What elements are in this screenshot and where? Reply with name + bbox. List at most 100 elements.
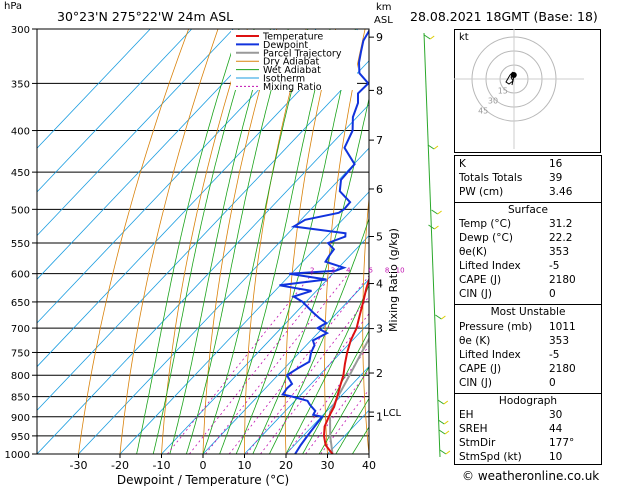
surface-row: Temp (°C) 31.2	[459, 218, 573, 230]
dry-adiabat-line	[244, 29, 307, 454]
unstable-row: Pressure (mb) 1011	[459, 321, 576, 333]
mixing-ratio-label: 4	[346, 267, 351, 275]
wet-adiabat-line	[318, 366, 369, 454]
wet-adiabat-line	[202, 29, 309, 454]
unstable-section-title: Most Unstable	[490, 306, 566, 318]
altitude-tick-label: 5	[376, 230, 383, 243]
wind-barb-tick	[433, 145, 439, 150]
isotherm-line	[78, 147, 369, 454]
parcel-trajectory-line	[328, 336, 369, 454]
mixing-ratio-line	[228, 275, 369, 454]
pressure-tick-label: 700	[11, 324, 30, 335]
copyright-footer: © weatheronline.co.uk	[462, 469, 600, 483]
wind-barb	[438, 429, 446, 435]
legend-item: Parcel Trajectory	[263, 48, 342, 59]
isotherm-line	[37, 103, 369, 454]
wet-adiabat-line	[302, 330, 369, 454]
pressure-unit-label: hPa	[4, 1, 23, 12]
temperature-tick-label: 10	[238, 459, 252, 472]
wind-barb	[423, 34, 431, 40]
temperature-tick-label: -20	[111, 459, 129, 472]
pressure-tick-label: 650	[11, 298, 30, 309]
dry-adiabat-line	[324, 29, 366, 454]
unstable-row: Lifted Index -5	[459, 349, 560, 361]
temperature-tick-label: 0	[200, 459, 207, 472]
wind-barbs	[423, 32, 451, 458]
hodograph-section-title: Hodograph	[498, 395, 558, 407]
pressure-tick-label: 550	[11, 239, 30, 250]
storm-motion-marker	[510, 72, 517, 79]
temperature-line	[322, 276, 369, 454]
mixing-ratio-line	[246, 296, 369, 454]
pressure-tick-label: 850	[11, 393, 30, 404]
pressure-tick-label: 600	[11, 270, 30, 281]
lcl-label: LCL	[383, 408, 402, 419]
unstable-row: CIN (J) 0	[459, 377, 556, 389]
wind-barb	[428, 224, 435, 230]
isotherm-line	[37, 29, 276, 280]
mixing-ratio-line	[286, 345, 369, 454]
unstable-row: CAPE (J) 2180	[459, 363, 576, 375]
wet-adiabat-line	[169, 29, 271, 454]
altitude-tick-label: 6	[376, 183, 383, 196]
skewt-chart: 3003504004505005506006507007508008509009…	[5, 25, 405, 486]
asl-unit-label: ASL	[374, 15, 393, 26]
hodograph-ring-label: 15	[498, 87, 508, 96]
pressure-tick-label: 300	[11, 25, 30, 36]
wind-barb	[435, 314, 442, 320]
wet-adiabat-line	[219, 29, 331, 454]
hodograph-row: StmSpd (kt) 10	[459, 451, 563, 463]
mixing-ratio-label: 6	[368, 267, 373, 275]
pressure-tick-label: 750	[11, 348, 30, 359]
wind-barb	[431, 209, 438, 215]
surface-row: Dewp (°C) 22.2	[459, 232, 573, 244]
wet-adiabat-line	[252, 96, 369, 454]
wet-adiabat-line	[285, 284, 369, 454]
pressure-tick-label: 800	[11, 371, 30, 382]
dry-adiabat-line	[119, 29, 219, 454]
altitude-tick-label: 9	[376, 31, 383, 44]
indices-panel: K 16 Totals Totals 39 PW (cm) 3.46 Surface …	[454, 155, 602, 465]
isotherm-line	[37, 29, 193, 193]
dry-adiabat-line	[161, 29, 248, 454]
hodograph-row: EH 30	[459, 409, 563, 421]
mixing-ratio-label: 10	[396, 267, 405, 275]
mixing-ratio-label: 8	[385, 267, 389, 275]
dry-adiabat-line	[78, 29, 189, 454]
isotherm-line	[37, 29, 317, 324]
wet-adiabat-line	[152, 29, 255, 454]
altitude-tick-label: 8	[376, 84, 383, 97]
pressure-tick-label: 400	[11, 127, 30, 138]
isotherm-line	[244, 322, 369, 454]
wind-barb-tick	[437, 210, 442, 215]
legend-item: Mixing Ratio	[263, 82, 322, 93]
pressure-tick-label: 950	[11, 432, 30, 443]
temperature-tick-label: 20	[279, 459, 293, 472]
isotherm-line	[285, 366, 369, 454]
legend-item: Isotherm	[263, 74, 305, 85]
temperature-tick-label: 30	[321, 459, 335, 472]
mixing-ratio-line	[205, 273, 349, 454]
mixing-ratio-line	[260, 313, 369, 454]
wind-barb-tick	[434, 225, 439, 230]
pressure-tick-label: 900	[11, 413, 30, 424]
wind-barb-tick	[429, 35, 435, 40]
wind-barb	[437, 399, 445, 405]
legend-item: Dry Adiabat	[263, 57, 320, 68]
mixing-ratio-label: 2	[310, 267, 314, 275]
pressure-tick-label: 350	[11, 79, 30, 90]
surface-row: Lifted Index -5	[459, 260, 560, 272]
wind-barb	[437, 419, 445, 425]
km-unit-label: km	[376, 2, 392, 13]
hodograph-row: StmDir 177°	[459, 437, 575, 449]
wet-adiabat-line	[235, 29, 356, 454]
wind-barb-tick	[445, 450, 451, 455]
legend-item: Wet Adiabat	[263, 65, 321, 76]
mixing-ratio-line	[189, 273, 334, 454]
datetime-title: 28.08.2021 18GMT (Base: 18)	[410, 9, 598, 24]
legend-background	[231, 30, 357, 90]
altitude-tick-label: 1	[376, 410, 383, 423]
unstable-row: θe (K) 353	[459, 335, 570, 347]
